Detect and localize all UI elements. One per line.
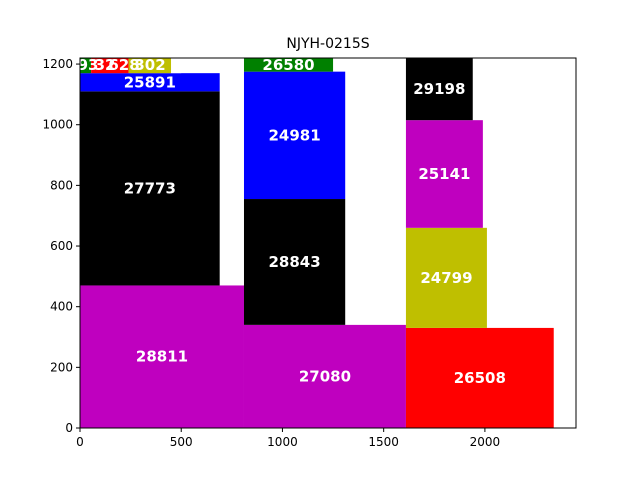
chart-rect xyxy=(405,120,483,228)
chart-rect xyxy=(405,58,473,121)
chart-rect xyxy=(171,58,182,74)
chart-rect xyxy=(405,327,554,428)
rect-value-label: 27773 xyxy=(124,179,176,197)
rect-value-label: 25891 xyxy=(124,73,176,91)
rect-value-label: 32 xyxy=(95,56,116,74)
x-tick-label: 500 xyxy=(170,435,193,449)
axis-ticks: 0 500 1000 1500 2000 0 200 400 600 800 1000 1200 xyxy=(42,57,500,449)
rect-value-label: 26508 xyxy=(454,369,506,387)
x-tick-label: 0 xyxy=(76,435,84,449)
chart-rect xyxy=(80,58,92,74)
chart-rect xyxy=(243,71,346,200)
y-tick-label: 600 xyxy=(50,239,73,253)
chart-rect xyxy=(80,285,244,428)
chart-rect xyxy=(80,73,220,92)
chart-rect xyxy=(80,91,220,286)
x-tick-label: 1000 xyxy=(267,435,298,449)
chart-title: NJYH-0215S xyxy=(286,36,369,52)
chart-rect xyxy=(243,58,334,72)
rect-value-label: 628 xyxy=(108,56,139,74)
rect-value-label: 25141 xyxy=(418,165,470,183)
y-tick-label: 1200 xyxy=(42,57,73,71)
y-tick-label: 200 xyxy=(50,360,73,374)
x-tick-label: 2000 xyxy=(470,435,501,449)
rect-value-label: 28843 xyxy=(269,253,321,271)
y-tick-label: 800 xyxy=(50,178,73,192)
chart-rect xyxy=(243,324,406,428)
chart-rect xyxy=(128,58,172,74)
rect-value-label: 24799 xyxy=(420,269,472,287)
rect-value-label: 27080 xyxy=(299,367,351,385)
chart-rect xyxy=(91,58,129,74)
rect-value-label: 28811 xyxy=(136,348,188,366)
plot-area xyxy=(80,58,554,428)
y-tick-label: 400 xyxy=(50,300,73,314)
y-tick-label: 1000 xyxy=(42,118,73,132)
rect-value-label: 29198 xyxy=(413,80,465,98)
chart-rect xyxy=(243,199,346,325)
rect-labels: 28811 27080 26508 27773 25891 28843 24981 26580… xyxy=(78,56,506,387)
rect-value-label: 302 xyxy=(134,56,165,74)
rect-value-label: 24981 xyxy=(269,126,321,144)
y-tick-label: 0 xyxy=(65,421,73,435)
rect-value-label: 93 xyxy=(78,56,99,74)
rect-value-label: 26580 xyxy=(262,56,314,74)
chart-rect xyxy=(405,227,487,328)
x-tick-label: 1500 xyxy=(368,435,399,449)
plot-frame xyxy=(79,57,577,429)
